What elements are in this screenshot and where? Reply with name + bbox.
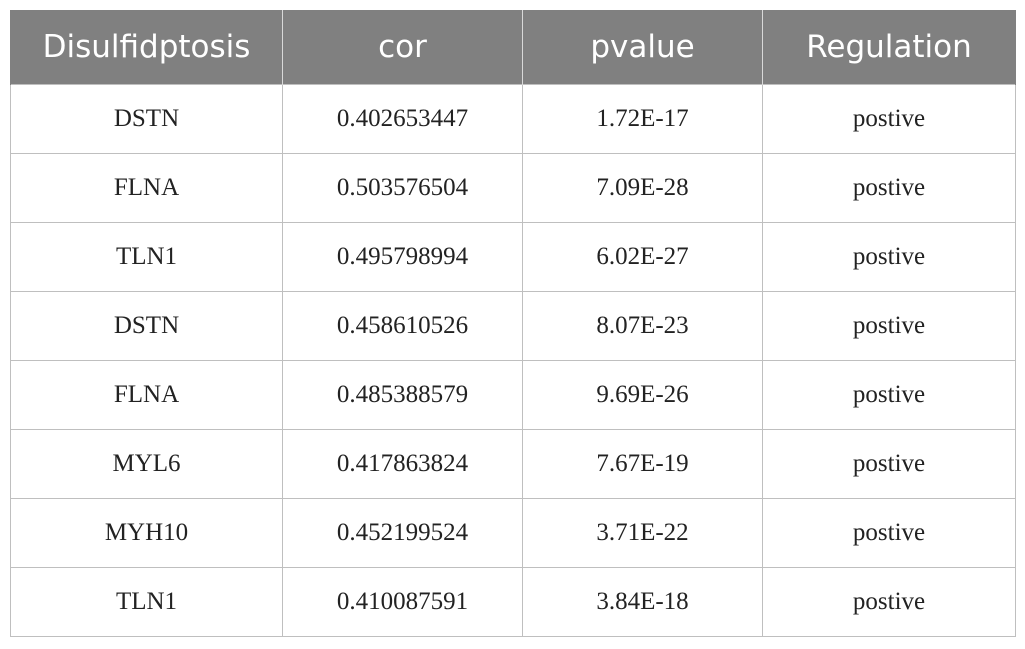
table-row: FLNA 0.503576504 7.09E-28 postive <box>10 153 1016 223</box>
pvalue-cell: 9.69E-26 <box>522 360 763 430</box>
cor-cell: 0.402653447 <box>282 84 523 154</box>
pvalue-cell: 3.84E-18 <box>522 567 763 637</box>
column-header-disulfidptosis: Disulfidptosis <box>10 10 283 85</box>
regulation-cell: postive <box>762 429 1016 499</box>
gene-cell: DSTN <box>10 84 283 154</box>
gene-cell: MYH10 <box>10 498 283 568</box>
table-container: Disulfidptosis cor pvalue Regulation DST… <box>10 10 1016 637</box>
table-row: DSTN 0.402653447 1.72E-17 postive <box>10 84 1016 154</box>
table-row: MYL6 0.417863824 7.67E-19 postive <box>10 429 1016 499</box>
column-header-pvalue: pvalue <box>522 10 763 85</box>
cor-cell: 0.410087591 <box>282 567 523 637</box>
gene-cell: FLNA <box>10 153 283 223</box>
regulation-cell: postive <box>762 498 1016 568</box>
table-body: DSTN 0.402653447 1.72E-17 postive FLNA 0… <box>10 84 1016 637</box>
table-header: Disulfidptosis cor pvalue Regulation <box>10 10 1016 85</box>
pvalue-cell: 7.09E-28 <box>522 153 763 223</box>
cor-cell: 0.458610526 <box>282 291 523 361</box>
table-row: MYH10 0.452199524 3.71E-22 postive <box>10 498 1016 568</box>
cor-cell: 0.503576504 <box>282 153 523 223</box>
cor-cell: 0.485388579 <box>282 360 523 430</box>
header-row: Disulfidptosis cor pvalue Regulation <box>10 10 1016 85</box>
pvalue-cell: 8.07E-23 <box>522 291 763 361</box>
gene-cell: DSTN <box>10 291 283 361</box>
pvalue-cell: 7.67E-19 <box>522 429 763 499</box>
pvalue-cell: 3.71E-22 <box>522 498 763 568</box>
gene-cell: TLN1 <box>10 567 283 637</box>
column-header-cor: cor <box>282 10 523 85</box>
regulation-cell: postive <box>762 567 1016 637</box>
cor-cell: 0.495798994 <box>282 222 523 292</box>
column-header-regulation: Regulation <box>762 10 1016 85</box>
cor-cell: 0.452199524 <box>282 498 523 568</box>
table-row: FLNA 0.485388579 9.69E-26 postive <box>10 360 1016 430</box>
data-table: Disulfidptosis cor pvalue Regulation DST… <box>10 10 1016 637</box>
pvalue-cell: 1.72E-17 <box>522 84 763 154</box>
regulation-cell: postive <box>762 360 1016 430</box>
gene-cell: FLNA <box>10 360 283 430</box>
table-row: TLN1 0.410087591 3.84E-18 postive <box>10 567 1016 637</box>
gene-cell: TLN1 <box>10 222 283 292</box>
pvalue-cell: 6.02E-27 <box>522 222 763 292</box>
regulation-cell: postive <box>762 153 1016 223</box>
regulation-cell: postive <box>762 291 1016 361</box>
table-row: TLN1 0.495798994 6.02E-27 postive <box>10 222 1016 292</box>
gene-cell: MYL6 <box>10 429 283 499</box>
regulation-cell: postive <box>762 84 1016 154</box>
regulation-cell: postive <box>762 222 1016 292</box>
cor-cell: 0.417863824 <box>282 429 523 499</box>
table-row: DSTN 0.458610526 8.07E-23 postive <box>10 291 1016 361</box>
